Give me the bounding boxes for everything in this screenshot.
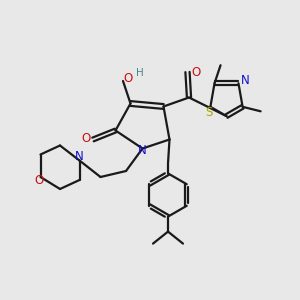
Text: N: N: [75, 150, 84, 164]
Text: O: O: [82, 131, 91, 145]
Text: O: O: [191, 65, 200, 79]
Text: H: H: [136, 68, 143, 79]
Text: N: N: [138, 143, 147, 157]
Text: S: S: [205, 106, 213, 119]
Text: N: N: [241, 74, 249, 87]
Text: O: O: [123, 71, 132, 85]
Text: O: O: [34, 173, 43, 187]
